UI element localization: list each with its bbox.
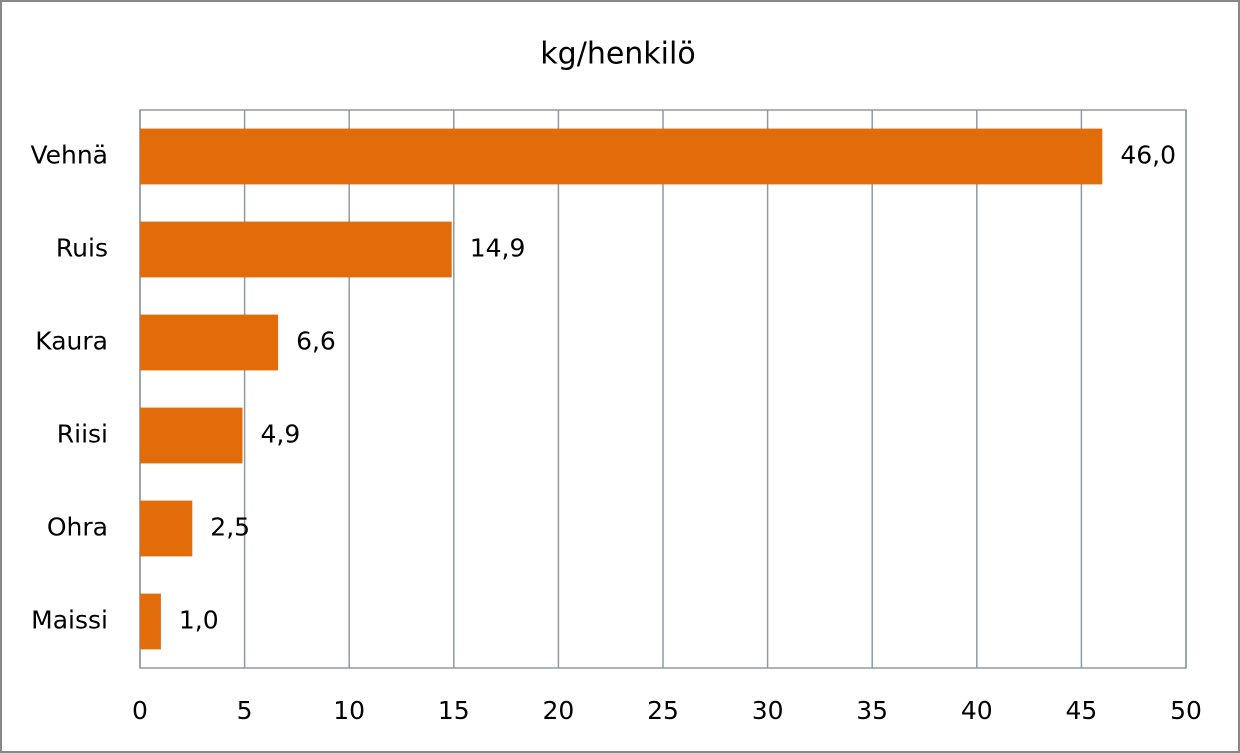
bar <box>140 314 279 371</box>
x-tick-label: 15 <box>438 696 470 725</box>
x-tick-label: 45 <box>1065 696 1097 725</box>
y-tick-label: Riisi <box>57 420 108 449</box>
y-tick-label: Ohra <box>47 513 108 542</box>
x-tick-label: 5 <box>237 696 253 725</box>
x-tick-label: 25 <box>647 696 679 725</box>
x-tick-label: 30 <box>752 696 784 725</box>
data-label: 1,0 <box>179 606 219 635</box>
bar <box>140 593 161 650</box>
x-tick-label: 10 <box>333 696 365 725</box>
y-tick-label: Kaura <box>35 327 108 356</box>
x-tick-label: 35 <box>856 696 888 725</box>
data-label: 14,9 <box>470 234 526 263</box>
bar <box>140 128 1103 185</box>
data-label: 4,9 <box>261 420 301 449</box>
chart-title: kg/henkilö <box>540 37 695 72</box>
y-tick-label: Vehnä <box>30 141 108 170</box>
y-tick-label: Ruis <box>56 234 108 263</box>
bar <box>140 407 243 464</box>
data-label: 46,0 <box>1120 141 1176 170</box>
x-tick-label: 40 <box>961 696 993 725</box>
data-label: 2,5 <box>210 513 250 542</box>
bar <box>140 221 452 278</box>
x-tick-label: 0 <box>132 696 148 725</box>
x-tick-label: 50 <box>1170 696 1202 725</box>
bar <box>140 500 193 557</box>
data-label: 6,6 <box>296 327 336 356</box>
y-tick-label: Maissi <box>31 606 108 635</box>
x-tick-label: 20 <box>542 696 574 725</box>
